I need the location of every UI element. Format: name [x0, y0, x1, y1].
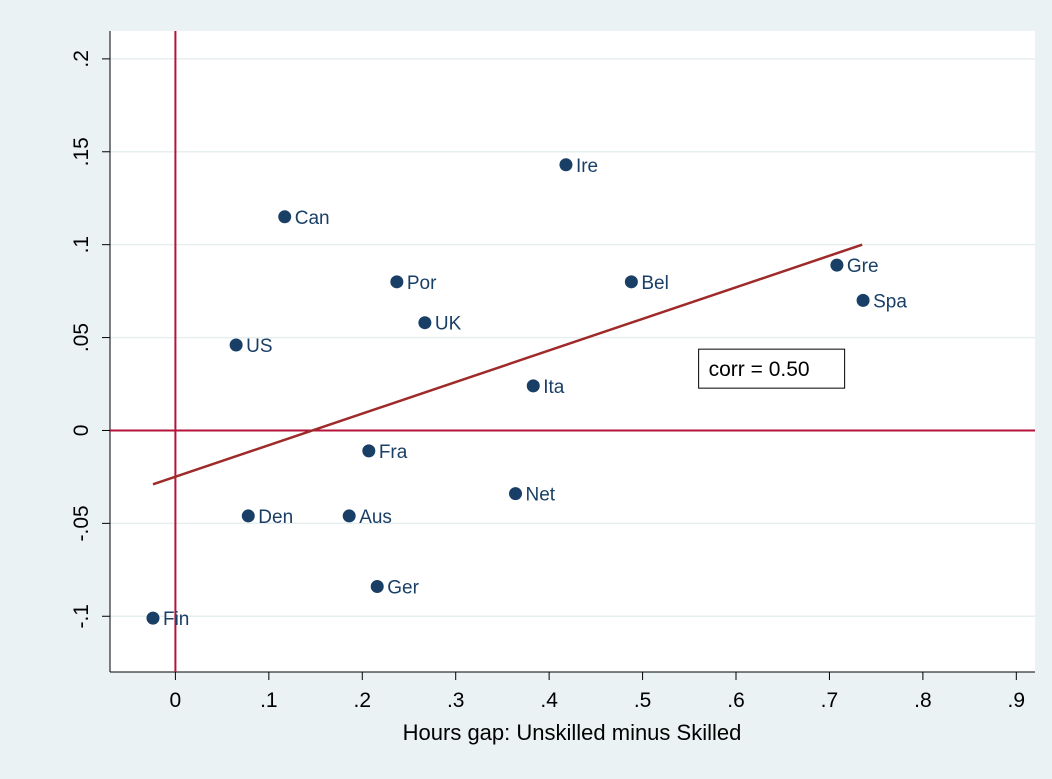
y-tick-label: .15 [70, 137, 93, 166]
data-point-label: Gre [847, 256, 879, 277]
x-tick-label: .8 [914, 689, 932, 712]
fit-line [152, 243, 863, 486]
x-tick-label: .2 [354, 689, 372, 712]
data-point [229, 338, 243, 352]
fit-line-group [152, 243, 863, 486]
data-point-label: Den [258, 507, 293, 528]
data-points: Ire Can Por Bel Gre Spa UK US Ita Fra Net Den Aus Ger… [146, 156, 907, 630]
annotation-box [698, 348, 846, 389]
data-point [526, 379, 540, 393]
reference-lines [110, 31, 1035, 672]
data-point [362, 444, 376, 458]
data-point-label: Can [295, 208, 330, 229]
data-point [342, 509, 356, 523]
data-point-label: Fin [163, 609, 189, 630]
data-point-label: UK [435, 314, 462, 335]
x-tick-label: .5 [634, 689, 652, 712]
y-tick-label: -.05 [70, 505, 93, 541]
data-point [509, 487, 523, 501]
x-ticks: 0 .1 .2 .3 .4 .5 .6 .7 .8 .9 [170, 672, 1026, 712]
data-point [390, 275, 404, 289]
data-point-label: Spa [873, 291, 907, 312]
x-tick-label: .4 [540, 689, 558, 712]
data-point-label: US [246, 336, 272, 357]
data-point [241, 509, 255, 523]
data-point [559, 158, 573, 172]
x-tick-label: .3 [447, 689, 465, 712]
data-point [624, 275, 638, 289]
data-point-label: Bel [641, 273, 668, 294]
data-point [370, 580, 384, 594]
y-tick-label: -.1 [70, 604, 93, 629]
data-point-label: Ita [543, 377, 565, 398]
annotation-group: corr = 0.50 [698, 348, 846, 389]
data-point [146, 611, 160, 625]
data-point-label: Por [407, 273, 437, 294]
plot-area [110, 31, 1035, 672]
data-point [830, 258, 844, 272]
x-tick-label: .9 [1008, 689, 1026, 712]
data-point [856, 293, 870, 307]
data-point-label: Ire [576, 156, 598, 177]
y-tick-label: .05 [70, 323, 93, 352]
axes [109, 31, 1035, 673]
x-tick-label: .6 [727, 689, 745, 712]
data-point-label: Ger [387, 578, 419, 599]
x-tick-label: 0 [170, 689, 182, 712]
x-tick-label: .1 [260, 689, 278, 712]
x-axis-label: Hours gap: Unskilled minus Skilled [403, 720, 742, 745]
y-ticks: -.1 -.05 0 .05 .1 .15 .2 [70, 50, 110, 629]
y-tick-label: .2 [70, 50, 93, 68]
data-point-label: Aus [359, 507, 392, 528]
y-tick-label: .1 [70, 236, 93, 254]
data-point [278, 210, 292, 224]
data-point-label: Fra [379, 442, 408, 463]
data-point [418, 316, 432, 330]
data-point-label: Net [526, 485, 556, 506]
y-tick-label: 0 [70, 425, 93, 437]
annotation-text: corr = 0.50 [709, 358, 810, 381]
x-tick-label: .7 [821, 689, 839, 712]
